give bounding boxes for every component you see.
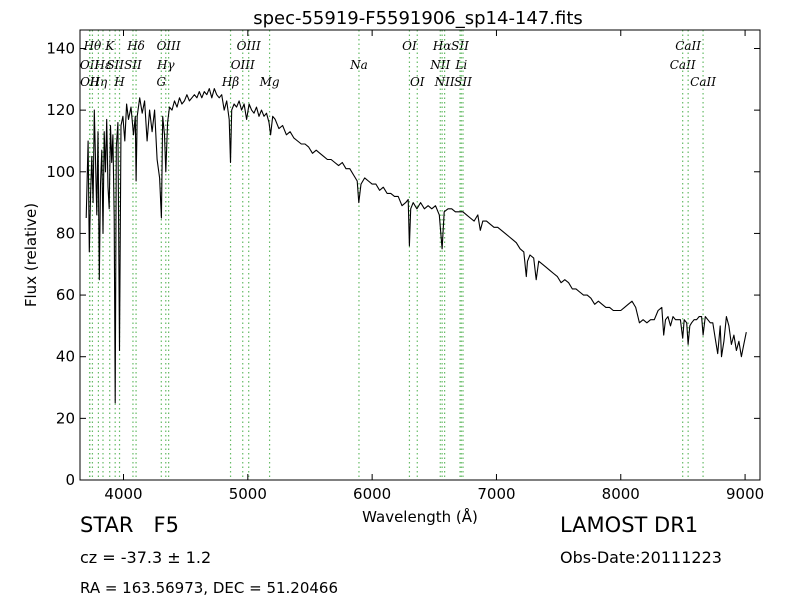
spectral-line-label: Hβ bbox=[221, 75, 239, 89]
spectral-line-label: SII bbox=[454, 75, 472, 89]
spectral-line-label: Hγ bbox=[156, 58, 175, 72]
spectral-line-label: CaII bbox=[670, 58, 696, 72]
y-tick-label: 0 bbox=[65, 471, 75, 489]
spectral-line-label: K bbox=[104, 39, 115, 53]
spectral-line-label: H bbox=[113, 75, 125, 89]
series-line bbox=[85, 88, 747, 404]
survey-label: LAMOST DR1 bbox=[560, 513, 699, 537]
x-tick-label: 6000 bbox=[353, 485, 391, 503]
spectral-line-label: CaII bbox=[690, 75, 716, 89]
axes: 4000 5000 6000 7000 8000 9000 0 20 40 60 80 100 120 1… bbox=[46, 30, 764, 503]
spectral-line-label: SII bbox=[106, 58, 124, 72]
spectral-line-label: OI bbox=[410, 75, 425, 89]
spectral-line-label: Na bbox=[349, 58, 368, 72]
spectral-line-label: OII bbox=[80, 58, 100, 72]
plot-area-frame bbox=[79, 29, 761, 481]
spectral-line-label: Mg bbox=[259, 75, 280, 89]
x-axis-label: Wavelength (Å) bbox=[362, 507, 478, 526]
spectral-line-label: OII bbox=[80, 75, 100, 89]
observation-date: Obs-Date:20111223 bbox=[560, 548, 722, 567]
spectral-line-label: OI bbox=[402, 39, 417, 53]
y-tick-label: 140 bbox=[46, 39, 75, 57]
x-tick-label: 7000 bbox=[477, 485, 515, 503]
spectrum-series bbox=[85, 88, 747, 404]
x-tick-label: 4000 bbox=[104, 485, 142, 503]
object-class-label: STAR F5 bbox=[80, 513, 179, 537]
x-tick-label: 9000 bbox=[726, 485, 764, 503]
x-tick-label: 5000 bbox=[229, 485, 267, 503]
spectral-line-label: OIII bbox=[231, 58, 255, 72]
y-tick-label: 60 bbox=[56, 286, 75, 304]
x-tick-label: 8000 bbox=[602, 485, 640, 503]
spectral-line-label: G bbox=[157, 75, 167, 89]
chart-title: spec-55919-F5591906_sp14-147.fits bbox=[253, 8, 583, 29]
spectral-line-label: Hα bbox=[432, 39, 452, 53]
spectral-line-label: NII bbox=[429, 58, 450, 72]
redshift-value: cz = -37.3 ± 1.2 bbox=[80, 548, 212, 567]
y-tick-label: 100 bbox=[46, 163, 75, 181]
spectral-line-label: SII bbox=[451, 39, 469, 53]
sky-coordinates: RA = 163.56973, DEC = 51.20466 bbox=[80, 579, 339, 597]
spectral-line-label: OIII bbox=[237, 39, 261, 53]
y-tick-label: 20 bbox=[56, 409, 75, 427]
y-axis-label: Flux (relative) bbox=[22, 203, 40, 307]
spectral-line-label: Hδ bbox=[126, 39, 145, 53]
y-tick-label: 80 bbox=[56, 224, 75, 242]
spectral-line-markers: OIIOIIHθHηHεKSIIHHδSIIGHγOIIIHβOIIIOIIIM… bbox=[80, 30, 716, 480]
spectral-line-label: OIII bbox=[157, 39, 181, 53]
spectral-line-label: NII bbox=[434, 75, 455, 89]
spectral-line-label: Li bbox=[454, 58, 467, 72]
spectral-line-label: CaII bbox=[675, 39, 701, 53]
spectral-line-label: Hθ bbox=[83, 39, 102, 53]
spectral-line-label: SII bbox=[124, 58, 142, 72]
spectral-line-label: Hη bbox=[89, 75, 108, 89]
spectral-line-label: Hε bbox=[94, 58, 112, 72]
y-tick-label: 120 bbox=[46, 101, 75, 119]
y-tick-label: 40 bbox=[56, 348, 75, 366]
